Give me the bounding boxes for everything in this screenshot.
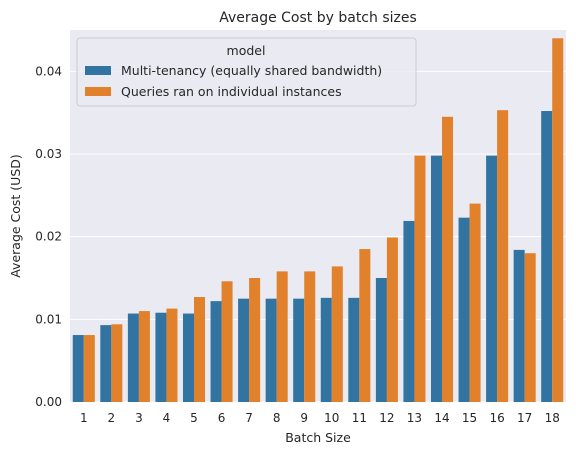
- x-tick-label: 7: [245, 411, 253, 425]
- x-tick-label: 14: [434, 411, 449, 425]
- bar-individual-instances-17: [524, 253, 536, 402]
- bar-individual-instances-15: [469, 203, 481, 402]
- y-tick-label: 0.02: [35, 230, 62, 244]
- bar-multi-tenancy-2: [100, 325, 112, 402]
- bar-individual-instances-16: [497, 110, 509, 402]
- legend: model Multi-tenancy (equally shared band…: [76, 37, 417, 107]
- bars: [72, 38, 564, 403]
- bar-multi-tenancy-14: [430, 155, 442, 402]
- bar-individual-instances-14: [442, 116, 454, 403]
- bar-individual-instances-3: [138, 311, 150, 402]
- x-tick-label: 18: [545, 411, 560, 425]
- x-tick-label: 4: [163, 411, 171, 425]
- bar-multi-tenancy-13: [403, 220, 415, 402]
- bar-multi-tenancy-15: [458, 217, 470, 402]
- x-tick-label: 12: [379, 411, 394, 425]
- legend-label-individual-instances: Queries ran on individual instances: [121, 84, 342, 99]
- x-tick-label: 2: [108, 411, 116, 425]
- bar-multi-tenancy-9: [293, 298, 305, 402]
- y-tick-label: 0.01: [35, 312, 62, 326]
- legend-title: model: [227, 43, 266, 58]
- bar-multi-tenancy-7: [238, 298, 250, 402]
- bar-individual-instances-1: [83, 335, 95, 402]
- bar-multi-tenancy-11: [348, 297, 360, 402]
- x-tick-label: 5: [190, 411, 198, 425]
- x-tick-label: 15: [462, 411, 477, 425]
- legend-swatch-multi-tenancy: [85, 66, 111, 75]
- x-tick-label: 10: [324, 411, 339, 425]
- bar-individual-instances-10: [331, 266, 343, 402]
- bar-individual-instances-5: [194, 297, 206, 402]
- x-tick-label: 1: [80, 411, 88, 425]
- bar-individual-instances-8: [276, 271, 288, 402]
- bar-multi-tenancy-1: [72, 335, 84, 402]
- bar-individual-instances-9: [304, 271, 316, 402]
- bar-multi-tenancy-17: [513, 249, 525, 402]
- legend-swatch-individual-instances: [85, 87, 111, 96]
- bar-individual-instances-18: [552, 38, 564, 403]
- bar-multi-tenancy-18: [541, 111, 553, 402]
- x-tick-label: 17: [517, 411, 532, 425]
- x-axis-label: Batch Size: [285, 430, 351, 445]
- chart-title: Average Cost by batch sizes: [219, 10, 417, 26]
- x-axis-ticks: 1 2 3 4 5 6 7 8 9 10 11 12 13 14 15 16 17 18: [80, 411, 560, 425]
- legend-box: [76, 37, 417, 107]
- bar-multi-tenancy-12: [375, 278, 387, 402]
- bar-individual-instances-2: [111, 324, 123, 402]
- bar-individual-instances-13: [414, 155, 426, 402]
- bar-multi-tenancy-3: [127, 313, 139, 402]
- bar-individual-instances-11: [359, 249, 371, 402]
- bar-individual-instances-6: [221, 281, 233, 402]
- bar-multi-tenancy-16: [486, 155, 498, 402]
- y-tick-label: 0.03: [35, 147, 62, 161]
- bar-individual-instances-12: [386, 237, 398, 402]
- y-tick-label: 0.04: [35, 64, 62, 78]
- x-tick-label: 6: [218, 411, 226, 425]
- y-tick-label: 0.00: [35, 395, 62, 409]
- y-axis-label: Average Cost (USD): [8, 154, 23, 278]
- x-tick-label: 16: [489, 411, 504, 425]
- x-tick-label: 13: [407, 411, 422, 425]
- bar-individual-instances-4: [166, 308, 178, 402]
- bar-individual-instances-7: [249, 278, 261, 402]
- x-tick-label: 8: [273, 411, 281, 425]
- legend-label-multi-tenancy: Multi-tenancy (equally shared bandwidth): [121, 63, 382, 78]
- y-axis-ticks: 0.00 0.01 0.02 0.03 0.04: [35, 64, 62, 409]
- bar-multi-tenancy-4: [155, 312, 167, 402]
- x-tick-label: 9: [300, 411, 308, 425]
- x-tick-label: 11: [352, 411, 367, 425]
- bar-multi-tenancy-8: [265, 298, 277, 402]
- x-tick-label: 3: [135, 411, 143, 425]
- bar-multi-tenancy-6: [210, 301, 222, 402]
- bar-multi-tenancy-10: [320, 297, 332, 402]
- bar-multi-tenancy-5: [182, 313, 194, 402]
- grid-lines: [70, 70, 566, 403]
